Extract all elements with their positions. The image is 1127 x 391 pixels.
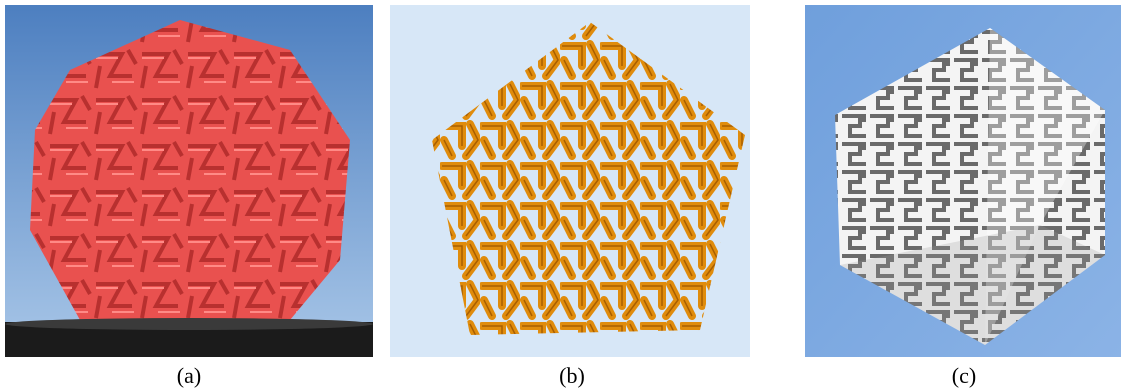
panel-c bbox=[805, 5, 1121, 357]
caption: (c) bbox=[952, 363, 976, 388]
face-highlight bbox=[985, 28, 1105, 345]
panel-b bbox=[390, 5, 750, 357]
panel-a bbox=[5, 5, 373, 357]
stand-top bbox=[5, 318, 373, 330]
orange-pentagon bbox=[432, 22, 745, 335]
face-shade bbox=[840, 225, 1105, 345]
caption: (b) bbox=[559, 363, 585, 388]
maze-polyhedron bbox=[835, 28, 1105, 345]
red-polyhedron bbox=[30, 20, 350, 340]
caption: (a) bbox=[177, 363, 201, 388]
